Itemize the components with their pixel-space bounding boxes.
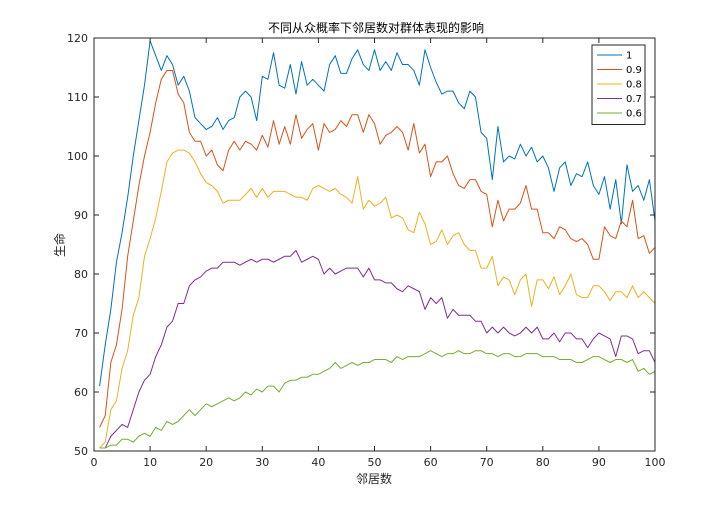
legend-label: 0.7 [626, 94, 642, 105]
series-line-0-9 [99, 69, 656, 428]
y-tick-label: 60 [74, 386, 88, 399]
y-tick-label: 120 [67, 32, 88, 45]
plot-background [94, 38, 655, 451]
x-tick-label: 60 [424, 456, 438, 469]
chart-title: 不同从众概率下邻居数对群体表现的影响 [268, 20, 484, 35]
y-tick-label: 80 [74, 268, 88, 281]
series-layer [99, 40, 656, 449]
y-tick-label: 90 [74, 209, 88, 222]
plot-area [94, 38, 655, 451]
x-tick-label: 30 [255, 456, 269, 469]
series-line-0-8 [99, 149, 656, 449]
y-tick-label: 50 [74, 445, 88, 458]
x-tick-label: 70 [480, 456, 494, 469]
x-tick-label: 90 [592, 456, 606, 469]
x-tick-label: 80 [536, 456, 550, 469]
x-tick-label: 10 [143, 456, 157, 469]
x-axis-label: 邻居数 [356, 471, 392, 486]
y-axis-label: 生命 [52, 233, 67, 257]
ticks-layer: 0 10 20 30 40 50 60 70 80 90 100 50 60 70 80 90 100 110 12… [67, 32, 666, 469]
legend: 1 0.9 0.8 0.7 0.6 [591, 44, 646, 125]
legend-label: 0.6 [626, 109, 642, 120]
y-tick-label: 110 [67, 91, 88, 104]
legend-label: 0.9 [626, 65, 642, 76]
series-line-0-6 [99, 350, 656, 449]
x-tick-label: 20 [199, 456, 213, 469]
series-line-0-7 [99, 249, 656, 449]
x-tick-label: 100 [645, 456, 666, 469]
y-tick-label: 100 [67, 150, 88, 163]
series-line-1 [99, 40, 656, 387]
legend-label: 1 [626, 51, 632, 62]
x-tick-label: 50 [368, 456, 382, 469]
y-tick-label: 70 [74, 327, 88, 340]
legend-label: 0.8 [626, 80, 642, 91]
x-tick-label: 40 [311, 456, 325, 469]
x-tick-label: 0 [91, 456, 98, 469]
legend-box [591, 44, 646, 125]
